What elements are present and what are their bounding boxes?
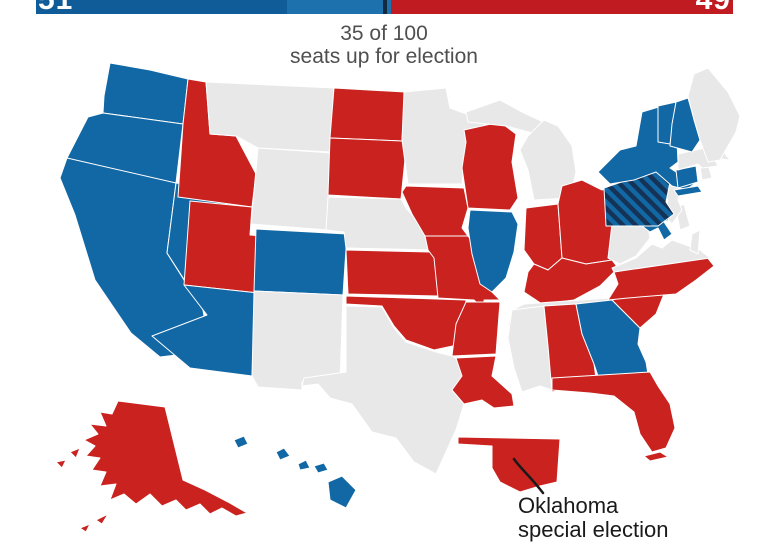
dem-seat-count: 51 (38, 0, 73, 14)
state-tx[interactable] (301, 305, 465, 475)
state-in[interactable] (523, 203, 563, 271)
subtitle: 35 of 100 seats up for election (0, 22, 768, 68)
state-ut[interactable] (183, 200, 263, 294)
state-nc[interactable] (607, 255, 715, 301)
subtitle-line2: seats up for election (290, 45, 478, 68)
state-nd[interactable] (329, 87, 406, 142)
dem-holdover-segment (36, 0, 287, 14)
state-ak[interactable] (69, 447, 81, 459)
state-hi[interactable] (233, 435, 249, 449)
state-wi[interactable] (461, 121, 519, 211)
annotation-line1: Oklahoma (518, 493, 619, 518)
annotation-line2: special election (518, 517, 669, 542)
annotation-line (512, 457, 545, 495)
state-ky[interactable] (523, 257, 619, 305)
state-me[interactable] (687, 67, 741, 163)
annotation-label: Oklahoma special election (518, 494, 668, 542)
majority-marker (382, 0, 387, 14)
state-va[interactable] (611, 239, 711, 273)
state-va[interactable] (689, 229, 701, 255)
state-ok-special[interactable] (457, 436, 561, 493)
state-sd[interactable] (327, 137, 407, 200)
state-ak[interactable] (95, 513, 109, 525)
state-hi[interactable] (275, 447, 291, 461)
state-hi[interactable] (297, 459, 311, 471)
state-fl[interactable] (551, 371, 676, 453)
dem-elected-segment (286, 0, 392, 14)
senate-seat-bar: 51 49 (36, 0, 733, 14)
state-ct[interactable] (675, 165, 699, 189)
states-layer (55, 62, 741, 533)
rep-segment (391, 0, 733, 14)
state-hi[interactable] (313, 462, 329, 474)
state-fl[interactable] (643, 451, 669, 462)
state-ny[interactable] (673, 185, 703, 197)
state-ar[interactable] (451, 301, 501, 357)
state-ak[interactable] (83, 400, 248, 517)
state-ks[interactable] (345, 249, 439, 297)
state-ak[interactable] (79, 523, 91, 533)
state-wy[interactable] (250, 147, 333, 231)
state-ak[interactable] (55, 459, 67, 469)
state-hi[interactable] (327, 475, 357, 509)
state-co[interactable] (253, 228, 348, 296)
state-la[interactable] (451, 355, 515, 409)
rep-seat-count: 49 (696, 0, 731, 14)
subtitle-line1: 35 of 100 (340, 22, 428, 45)
state-il[interactable] (467, 209, 519, 293)
